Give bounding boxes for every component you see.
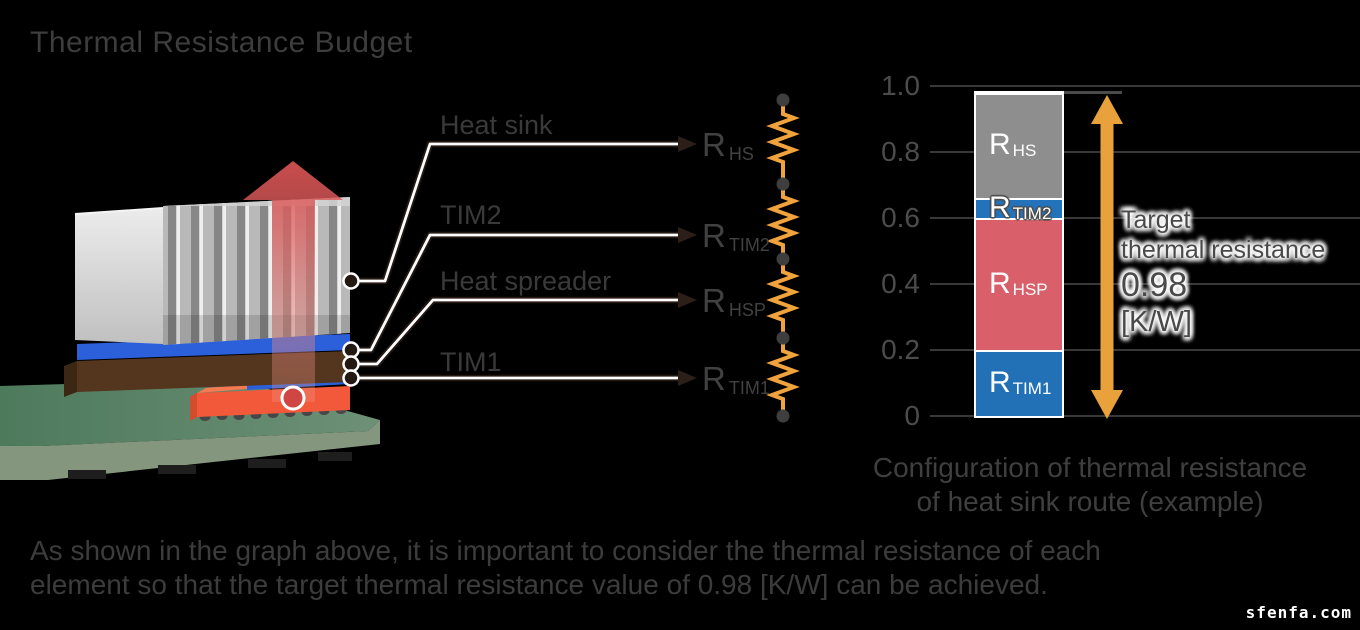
rtim2-main: R bbox=[702, 217, 726, 254]
gridline bbox=[930, 85, 1360, 87]
resistor-nodes bbox=[776, 93, 790, 423]
hotspot-circle bbox=[280, 385, 306, 411]
rhs-sub: HS bbox=[728, 144, 754, 164]
target-arrow bbox=[1091, 95, 1123, 419]
resistor-label-rhs: R HS bbox=[702, 126, 754, 164]
bar-segment-label-r_hsp: R HSP bbox=[989, 267, 1048, 300]
bar-segment-r_hs bbox=[976, 92, 1062, 199]
bar-segment-label-r_tim1: R TIM1 bbox=[989, 366, 1052, 399]
y-tick-label: 0.4 bbox=[881, 268, 920, 299]
y-tick-label: 0 bbox=[904, 400, 920, 431]
bar-top-marker bbox=[1064, 90, 1122, 94]
leader-arrowheads bbox=[678, 136, 697, 386]
bar-segment-r_tim1 bbox=[976, 350, 1062, 416]
leader-lines bbox=[351, 140, 678, 382]
target-value: 0.98 bbox=[1121, 266, 1188, 304]
y-tick-label: 0.2 bbox=[881, 334, 920, 365]
bar-segment-label-r_tim2: R TIM2 bbox=[989, 191, 1052, 225]
rhs-main: R bbox=[702, 126, 726, 163]
gridline bbox=[930, 349, 1360, 351]
rhsp-main: R bbox=[702, 282, 726, 319]
page-title: Thermal Resistance Budget bbox=[30, 26, 413, 59]
rtim1-main: R bbox=[702, 360, 726, 397]
resistor-label-rtim1: R TIM1 bbox=[702, 360, 770, 398]
heat-flow-arrow bbox=[243, 161, 343, 402]
rtim2-sub: TIM2 bbox=[728, 235, 770, 255]
label-heat-sink: Heat sink bbox=[440, 110, 553, 140]
y-tick-label: 0.8 bbox=[881, 136, 920, 167]
chart-caption-line2: of heat sink route (example) bbox=[916, 486, 1264, 517]
gridline bbox=[930, 151, 1360, 153]
rhsp-sub: HSP bbox=[728, 300, 766, 320]
y-tick-label: 1.0 bbox=[881, 70, 920, 101]
gridline bbox=[930, 283, 1360, 285]
chart-caption-line1: Configuration of thermal resistance bbox=[872, 452, 1308, 483]
bar-segment-r_hsp bbox=[976, 218, 1062, 350]
bar-outline bbox=[974, 90, 1064, 418]
watermark: sfenfa.com bbox=[1245, 603, 1352, 622]
resistor-ladder bbox=[766, 93, 800, 423]
connector-dots bbox=[342, 272, 360, 387]
resistor-label-rhsp: R HSP bbox=[702, 282, 766, 320]
label-tim2: TIM2 bbox=[440, 200, 502, 230]
footer-line2: element so that the target thermal resis… bbox=[30, 569, 1048, 600]
gridline bbox=[930, 217, 1360, 219]
bar-segment-label-r_hs: R HS bbox=[989, 128, 1037, 162]
label-tim1: TIM1 bbox=[440, 347, 502, 377]
target-annotation-line2: thermal resistance bbox=[1121, 236, 1326, 264]
rtim1-sub: TIM1 bbox=[728, 378, 770, 398]
footer-text: As shown in the graph above, it is impor… bbox=[30, 534, 1330, 602]
target-unit: [K/W] bbox=[1121, 306, 1192, 338]
bar-segment-r_tim2 bbox=[976, 198, 1062, 218]
resistor-label-rtim2: R TIM2 bbox=[702, 217, 770, 255]
chart-caption: Configuration of thermal resistance of h… bbox=[820, 451, 1360, 519]
gridline bbox=[930, 415, 1360, 417]
y-tick-label: 0.6 bbox=[881, 202, 920, 233]
target-annotation: Target thermal resistance 0.98 [K/W] bbox=[1121, 205, 1325, 339]
target-annotation-line1: Target bbox=[1121, 206, 1191, 234]
footer-line1: As shown in the graph above, it is impor… bbox=[30, 535, 1101, 566]
label-heat-spreader: Heat spreader bbox=[440, 266, 612, 296]
